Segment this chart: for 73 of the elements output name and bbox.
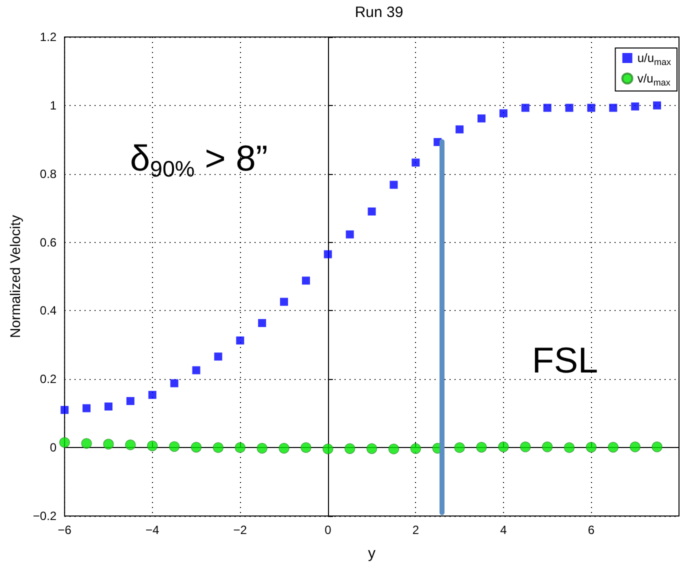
- point: [565, 104, 574, 112]
- point: [652, 442, 662, 452]
- point: [258, 319, 266, 328]
- point: [280, 298, 288, 306]
- point: [366, 443, 378, 454]
- point: [212, 442, 224, 453]
- y-tick-label: 0.8: [40, 166, 57, 181]
- y-tick-label: 1: [50, 98, 57, 112]
- x-tick-label: −4: [146, 523, 160, 537]
- x-tick-label: 0: [324, 523, 332, 537]
- y-tick-label: −0.2: [32, 509, 57, 523]
- point: [192, 366, 200, 374]
- x-tick-label: 4: [500, 523, 508, 537]
- point: [542, 442, 553, 452]
- point: [521, 104, 530, 112]
- point: [322, 444, 334, 454]
- point: [169, 441, 180, 452]
- point: [256, 442, 268, 454]
- point: [59, 437, 70, 448]
- point: [520, 442, 531, 452]
- x-axis-title: y: [368, 545, 376, 562]
- point: [456, 125, 464, 134]
- point: [346, 230, 354, 238]
- point: [300, 442, 312, 453]
- y-tick-label: 0.6: [40, 235, 57, 250]
- y-tick-label: 0: [50, 440, 57, 455]
- point: [564, 442, 575, 453]
- point: [60, 406, 69, 414]
- point: [587, 104, 596, 112]
- point: [608, 442, 618, 453]
- point: [390, 180, 398, 189]
- point: [103, 438, 114, 450]
- point: [478, 114, 486, 122]
- point: [302, 276, 310, 285]
- point: [190, 442, 202, 453]
- point: [278, 442, 290, 454]
- point: [476, 442, 487, 453]
- point: [147, 440, 158, 452]
- point: [609, 104, 618, 112]
- point: [234, 442, 246, 453]
- point: [543, 104, 552, 112]
- point: [148, 390, 156, 399]
- y-tick-label: 0.4: [40, 304, 57, 318]
- point: [412, 158, 420, 167]
- chart-title: Run 39: [354, 4, 404, 21]
- annotation: FSL: [532, 340, 598, 380]
- y-axis-title: Normalized Velocity: [7, 215, 23, 338]
- point: [653, 101, 662, 110]
- x-tick-label: −6: [58, 523, 72, 537]
- point: [631, 102, 640, 110]
- point: [125, 440, 136, 450]
- point: [586, 442, 597, 453]
- point: [82, 404, 91, 412]
- point: [410, 443, 421, 454]
- point: [104, 402, 112, 411]
- point: [630, 442, 640, 452]
- point: [368, 207, 376, 216]
- point: [126, 397, 134, 406]
- x-tick-label: 2: [412, 523, 420, 537]
- point: [214, 352, 222, 361]
- x-tick-label: −2: [233, 523, 248, 537]
- point: [81, 438, 92, 449]
- point: [498, 442, 509, 452]
- point: [454, 442, 465, 453]
- y-tick-label: 1.2: [40, 30, 57, 44]
- x-tick-label: 6: [588, 523, 595, 537]
- point: [499, 109, 508, 118]
- point: [170, 379, 178, 388]
- point: [324, 250, 332, 258]
- y-tick-label: 0.2: [40, 372, 57, 386]
- point: [388, 444, 400, 454]
- point: [236, 336, 244, 344]
- point: [344, 443, 356, 454]
